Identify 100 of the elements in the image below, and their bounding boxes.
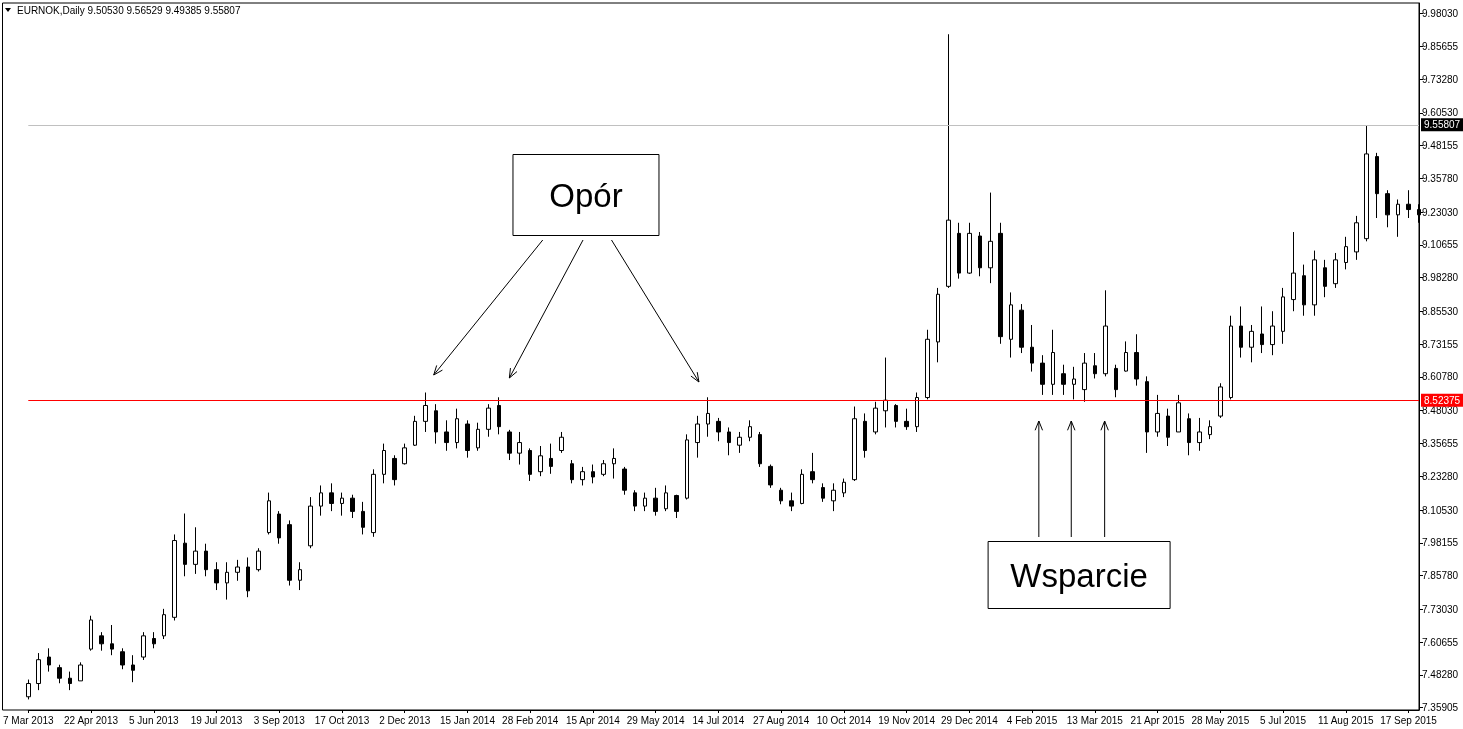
x-tick-label: 21 Apr 2015 bbox=[1130, 714, 1185, 726]
candlestick bbox=[1312, 250, 1317, 317]
y-tick-label: 8.35655 bbox=[1422, 437, 1459, 449]
candlestick bbox=[978, 231, 982, 277]
candlestick bbox=[967, 222, 972, 275]
candlestick bbox=[653, 487, 658, 517]
candlestick bbox=[538, 445, 543, 477]
candlestick bbox=[89, 615, 93, 652]
y-tick-label: 9.10655 bbox=[1422, 239, 1459, 251]
candlestick bbox=[1093, 352, 1097, 379]
candlestick bbox=[1051, 329, 1055, 396]
candlestick bbox=[957, 222, 961, 280]
candlestick bbox=[1385, 189, 1390, 228]
candlestick bbox=[716, 417, 721, 442]
candlestick bbox=[915, 392, 919, 433]
x-tick-label: 29 May 2014 bbox=[626, 714, 686, 726]
candlestick bbox=[1260, 305, 1264, 354]
y-tick-label: 8.98280 bbox=[1422, 272, 1459, 284]
candlestick bbox=[392, 454, 397, 486]
y-tick-label: 7.73030 bbox=[1422, 603, 1459, 615]
candlestick bbox=[308, 496, 313, 549]
x-tick-label: 5 Jun 2013 bbox=[129, 714, 179, 726]
candlestick bbox=[141, 631, 146, 661]
x-tick-label: 13 Mar 2015 bbox=[1066, 714, 1124, 726]
x-tick-label: 11 Aug 2015 bbox=[1318, 714, 1374, 726]
candlestick bbox=[1009, 291, 1013, 359]
candlestick bbox=[517, 431, 522, 466]
candlestick bbox=[936, 287, 940, 363]
y-tick-label: 8.60780 bbox=[1422, 371, 1459, 383]
y-tick-label: 8.73155 bbox=[1422, 338, 1459, 350]
candlestick bbox=[434, 403, 438, 445]
candlestick bbox=[894, 403, 898, 428]
candlestick bbox=[486, 403, 491, 438]
x-tick-label: 2 Dec 2013 bbox=[379, 714, 431, 726]
candlestick bbox=[444, 419, 449, 452]
candlestick bbox=[1040, 354, 1045, 396]
candlestick bbox=[1103, 289, 1108, 377]
x-tick-label: 28 Feb 2014 bbox=[502, 714, 559, 726]
x-tick-label: 19 Nov 2014 bbox=[878, 714, 936, 726]
candlestick bbox=[831, 482, 836, 512]
candlestick bbox=[36, 652, 41, 691]
candlestick bbox=[1072, 366, 1076, 400]
candlestick bbox=[361, 501, 365, 535]
candlestick bbox=[737, 431, 742, 454]
candlestick bbox=[1176, 394, 1181, 433]
y-tick-label: 7.85780 bbox=[1422, 570, 1459, 582]
x-tick-label: 15 Jan 2014 bbox=[439, 714, 496, 726]
candlestick bbox=[183, 513, 187, 577]
candlestick bbox=[1344, 236, 1348, 270]
x-tick-label: 27 Aug 2014 bbox=[753, 714, 810, 726]
candlestick bbox=[727, 426, 731, 456]
candlestick bbox=[925, 329, 930, 400]
y-tick-label: 9.60530 bbox=[1422, 107, 1459, 119]
candlestick bbox=[120, 647, 125, 670]
candlestick bbox=[423, 392, 428, 433]
x-tick-label: 10 Oct 2014 bbox=[816, 714, 872, 726]
candlestick bbox=[131, 654, 135, 683]
candlestick bbox=[152, 631, 156, 649]
candlestick bbox=[57, 664, 62, 684]
y-tick-label: 9.98030 bbox=[1422, 8, 1459, 20]
candlestick bbox=[1166, 408, 1170, 447]
y-tick-label: 9.35780 bbox=[1422, 172, 1459, 184]
candlestick bbox=[1302, 264, 1306, 317]
candlestick bbox=[842, 478, 846, 498]
candlestick bbox=[706, 396, 710, 438]
candlestick bbox=[883, 357, 888, 428]
x-tick-label: 4 Feb 2015 bbox=[1006, 714, 1058, 726]
candlestick bbox=[277, 510, 281, 545]
candlestick bbox=[78, 661, 83, 682]
x-tick-label: 19 Jul 2013 bbox=[190, 714, 243, 726]
candlestick bbox=[110, 624, 114, 656]
candlestick bbox=[214, 561, 219, 591]
candlestick bbox=[382, 443, 386, 484]
y-tick-label: 9.23030 bbox=[1422, 206, 1459, 218]
candlestick bbox=[329, 482, 334, 512]
candlestick bbox=[674, 494, 679, 519]
candlestick bbox=[1323, 259, 1327, 298]
candlestick bbox=[465, 419, 470, 459]
candlestick bbox=[1155, 394, 1160, 438]
y-tick-label: 8.10530 bbox=[1422, 504, 1459, 516]
candlestick bbox=[1396, 198, 1400, 238]
candlestick bbox=[748, 419, 752, 442]
y-tick-label: 8.23280 bbox=[1422, 470, 1459, 482]
candlestick bbox=[633, 489, 637, 512]
candlestick bbox=[852, 406, 857, 482]
chart-title: EURNOK,Daily 9.50530 9.56529 9.49385 9.55807 bbox=[17, 4, 241, 16]
candlestick bbox=[193, 526, 198, 575]
candlestick bbox=[319, 484, 323, 517]
candlestick bbox=[559, 431, 564, 454]
y-tick-label: 8.48030 bbox=[1422, 405, 1459, 417]
candlestick bbox=[350, 494, 355, 519]
candlestick bbox=[998, 222, 1003, 345]
candlestick bbox=[1061, 364, 1066, 396]
candlestick bbox=[946, 33, 951, 289]
candlestick bbox=[643, 492, 647, 512]
candlestick bbox=[863, 412, 867, 459]
x-tick-label: 17 Oct 2013 bbox=[314, 714, 370, 726]
candlestick bbox=[246, 556, 250, 598]
candlestick bbox=[1030, 324, 1034, 373]
candlestick bbox=[99, 631, 104, 652]
